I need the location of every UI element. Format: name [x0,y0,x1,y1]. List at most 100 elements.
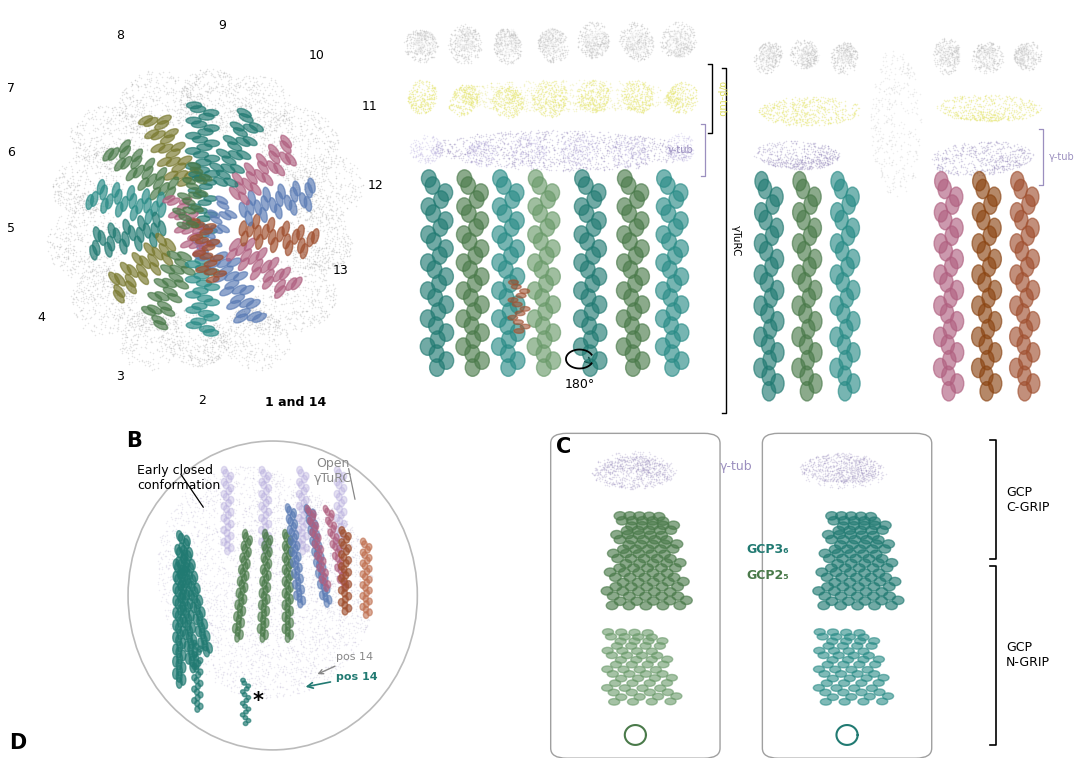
Point [291,507,308,520]
Point [972,60,989,72]
Point [677,43,694,56]
Point [144,93,161,105]
Point [288,687,306,699]
Point [673,24,690,36]
Point [177,591,194,604]
Point [963,141,981,153]
Point [536,41,553,53]
Point [321,212,338,224]
Point [576,130,593,142]
Point [327,511,345,523]
Point [561,157,578,169]
Ellipse shape [334,514,340,522]
Point [480,140,497,152]
Point [228,621,245,633]
Point [291,517,308,530]
Point [264,604,281,616]
Point [314,273,332,285]
Point [598,479,616,491]
Point [188,621,205,633]
Point [838,464,855,476]
Point [968,150,985,162]
Point [464,148,482,160]
Point [549,38,566,50]
Point [768,108,785,120]
Point [636,81,653,93]
Point [990,156,1008,168]
Point [292,308,309,320]
Point [243,317,260,329]
Point [132,341,149,353]
Point [972,40,989,53]
Point [228,530,245,543]
Point [356,573,374,585]
Point [191,642,208,654]
Point [665,98,683,110]
Point [652,155,670,167]
Point [895,136,913,149]
Point [411,152,429,164]
Point [273,573,291,585]
Point [788,98,806,110]
Point [583,43,600,55]
Point [758,143,775,155]
Point [618,157,635,169]
Point [91,270,108,282]
Point [835,48,852,60]
Point [557,86,575,98]
Point [65,184,82,196]
Point [287,539,305,552]
Point [970,43,987,55]
Point [87,131,105,143]
Point [602,467,619,479]
Point [970,50,987,62]
Point [794,43,811,56]
Point [522,95,539,107]
Point [632,457,649,469]
Point [833,53,850,66]
Point [828,472,846,485]
Point [643,140,660,152]
Point [633,464,650,476]
Point [798,61,815,73]
Point [153,342,171,354]
Point [463,40,481,53]
Point [664,144,681,156]
Point [156,588,173,600]
Point [335,215,352,227]
Ellipse shape [754,327,767,347]
Ellipse shape [827,694,838,700]
Point [490,46,508,59]
Ellipse shape [296,538,302,546]
Point [1013,107,1030,120]
Point [559,103,577,115]
Point [600,466,618,478]
Point [199,490,216,502]
Point [553,143,570,155]
Point [289,601,307,613]
Point [226,476,243,488]
Point [814,450,832,462]
Point [213,607,230,619]
Point [766,51,783,63]
Point [983,114,1000,126]
Point [234,335,252,347]
Point [564,90,581,102]
Point [363,570,380,582]
Point [343,585,361,597]
Point [813,145,831,157]
Point [582,42,599,54]
Point [634,454,651,466]
Point [285,685,302,697]
Point [852,466,869,479]
Point [622,21,639,33]
Point [420,88,437,101]
Point [832,62,849,75]
Point [591,472,608,484]
Point [821,466,838,478]
Point [337,611,354,623]
Point [788,154,806,166]
Point [615,471,632,483]
Point [268,77,285,89]
Point [899,156,916,168]
